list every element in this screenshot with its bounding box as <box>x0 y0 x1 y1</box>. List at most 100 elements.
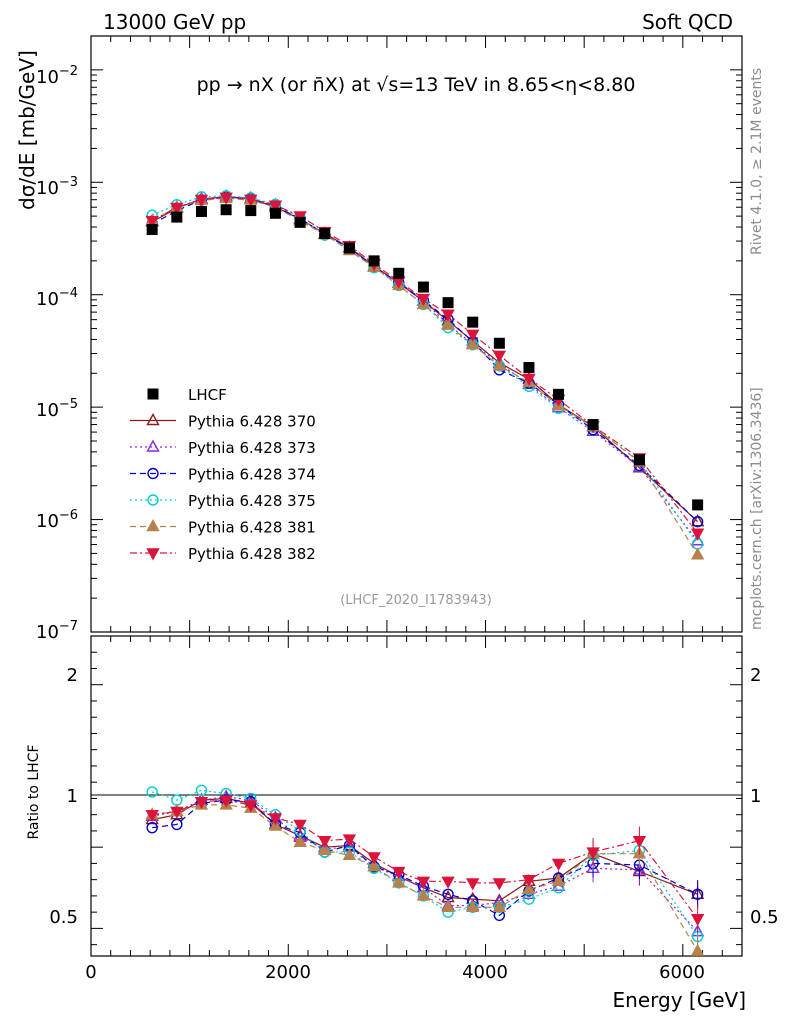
ratio-point <box>551 858 566 871</box>
ratio-point <box>522 881 536 895</box>
ratio-point <box>466 878 480 891</box>
legend-label: Pythia 6.428 375 <box>188 492 316 510</box>
y-tick-label: 10−6 <box>36 508 78 532</box>
ratio-point <box>171 818 183 831</box>
series-point <box>194 194 209 207</box>
series-point <box>441 309 455 322</box>
ratio-tick-label-right: 0.5 <box>750 907 779 928</box>
legend-marker <box>147 388 159 400</box>
series-point <box>145 215 159 229</box>
ratio-point <box>342 847 357 860</box>
legend-marker <box>146 548 160 561</box>
ratio-point <box>293 834 307 847</box>
y-tick-label-group: 10−7 10−6 10−5 10−4 10−3 10−2 <box>36 64 78 643</box>
legend: LHCF Pythia 6.428 370 Pythia 6.428 373 Pyth… <box>130 386 316 563</box>
series-point <box>690 547 705 560</box>
ratio-point <box>392 866 406 879</box>
ratio-tick-label-right: 1 <box>750 786 761 807</box>
legend-marker <box>147 494 159 506</box>
ratio-point <box>416 888 431 901</box>
ratio-point <box>194 796 209 810</box>
data-point <box>587 419 599 431</box>
rivet-side-label: Rivet 4.1.0, ≥ 2.1M events <box>749 68 765 255</box>
ratio-point <box>145 809 159 823</box>
data-point <box>195 205 207 217</box>
ratio-point <box>146 821 158 834</box>
series-point <box>170 202 184 215</box>
plot-title: pp → nX (or n̄X) at √s=13 TeV in 8.65<η<… <box>197 74 636 96</box>
x-axis-title: Energy [GeV] <box>613 988 746 1012</box>
ratio-tick-label: 0.5 <box>49 907 78 928</box>
legend-label: LHCF <box>188 386 227 404</box>
ratio-series-line <box>152 804 699 952</box>
x-tick-label: 4000 <box>462 962 508 983</box>
series-point <box>522 373 536 386</box>
series-point <box>690 528 705 541</box>
analysis-watermark: (LHCF_2020_I1783943) <box>340 593 492 608</box>
ratio-point <box>441 876 455 889</box>
y-tick-label: 10−3 <box>36 175 78 199</box>
ratio-point <box>632 835 647 849</box>
x-tick-label: 0 <box>85 962 96 983</box>
ratio-point <box>195 784 208 797</box>
ratio-plot-layer <box>145 784 705 956</box>
legend-marker <box>146 519 160 532</box>
ratio-point <box>690 943 705 956</box>
ratio-point <box>551 873 566 886</box>
series-point <box>244 194 258 207</box>
ratio-point <box>416 876 431 889</box>
series-point <box>441 317 455 330</box>
ratio-point <box>466 899 480 912</box>
ratio-point <box>244 800 258 813</box>
ratio-point <box>492 899 507 912</box>
series-point <box>691 515 704 528</box>
legend-label: Pythia 6.428 373 <box>188 439 316 457</box>
legend-label: Pythia 6.428 381 <box>188 519 316 537</box>
ratio-point <box>691 888 704 900</box>
ratio-point <box>522 874 536 888</box>
data-point <box>294 216 306 228</box>
ratio-point <box>219 795 233 808</box>
legend-marker <box>146 413 160 426</box>
series-point <box>492 350 507 363</box>
ratio-plot-frame <box>90 635 743 957</box>
data-point <box>319 228 331 240</box>
legend-label: Pythia 6.428 382 <box>188 545 316 563</box>
ratio-point <box>318 842 332 856</box>
ratio-tick-label-right: 2 <box>750 665 761 686</box>
data-point <box>442 297 454 309</box>
ratio-point <box>367 852 381 865</box>
data-point <box>493 337 505 349</box>
ratio-point <box>170 806 184 819</box>
legend-marker <box>147 467 159 480</box>
series-point <box>690 514 705 527</box>
data-point <box>417 281 429 293</box>
series-point <box>492 358 507 371</box>
ratio-series-line <box>152 789 699 937</box>
series-point <box>268 200 283 213</box>
mcplots-side-label: mcplots.cern.ch [arXiv:1306.3436] <box>749 387 765 630</box>
x-tick-label: 6000 <box>659 962 705 983</box>
data-point <box>523 362 535 374</box>
data-point <box>692 499 704 511</box>
data-point <box>171 211 183 223</box>
header-left: 13000 GeV pp <box>103 10 246 34</box>
ratio-point <box>318 835 332 849</box>
data-point <box>368 255 380 267</box>
main-plot-layer <box>145 189 705 560</box>
data-point <box>269 207 281 219</box>
axis-ticks <box>90 35 743 956</box>
ratio-series-line <box>152 799 699 919</box>
ratio-tick-label: 1 <box>67 786 78 807</box>
ratio-y-axis-title: Ratio to LHCF <box>26 744 42 839</box>
data-point <box>146 224 158 236</box>
data-point <box>393 267 405 279</box>
ratio-point <box>441 899 455 912</box>
y-tick-label: 10−2 <box>36 64 78 88</box>
data-point <box>467 316 479 328</box>
y-axis-title: dσ/dE [mb/GeV] <box>15 50 39 210</box>
series-point <box>466 337 480 350</box>
ratio-point <box>442 888 454 900</box>
data-point <box>220 204 232 216</box>
legend-label: Pythia 6.428 370 <box>188 413 316 431</box>
